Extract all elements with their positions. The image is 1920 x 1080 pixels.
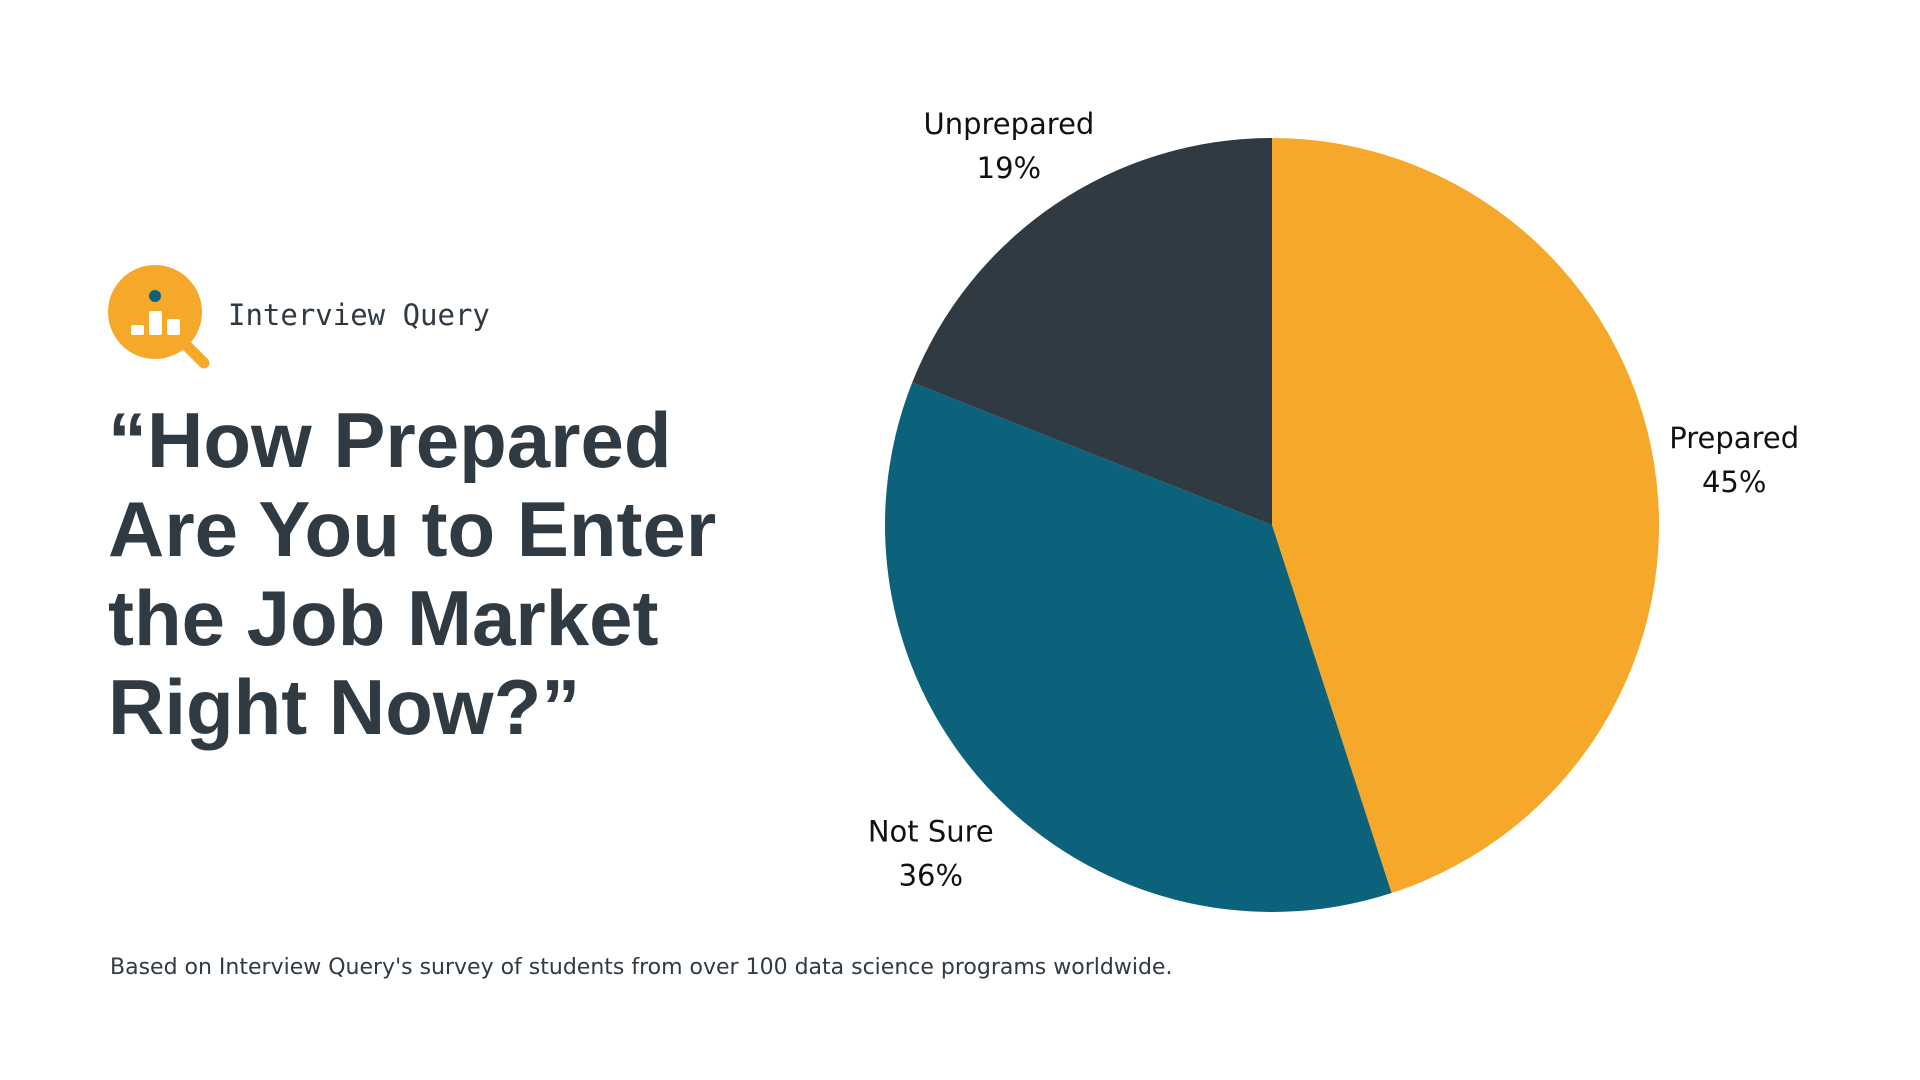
brand-name: Interview Query	[228, 298, 490, 332]
slice-label-unprepared: Unprepared	[923, 107, 1094, 141]
slice-value-unprepared: 19%	[977, 151, 1041, 185]
pie-slice-unprepared	[912, 138, 1272, 525]
title-line: “How Prepared	[108, 396, 672, 484]
brand: Interview Query	[108, 265, 490, 369]
magnifier-chart-icon	[108, 265, 210, 369]
title-line: Right Now?”	[108, 663, 581, 751]
page-title: “How Prepared Are You to Enter the Job M…	[108, 396, 748, 752]
title-line: Are You to Enter	[108, 485, 717, 573]
title-line: the Job Market	[108, 574, 659, 662]
slice-value-prepared: 45%	[1702, 465, 1766, 499]
pie-slice-prepared	[1272, 138, 1660, 894]
slice-label-not-sure: Not Sure	[868, 814, 994, 848]
slice-value-not-sure: 36%	[899, 858, 963, 892]
survey-footnote: Based on Interview Query's survey of stu…	[110, 955, 1173, 980]
pie-slice-not-sure	[885, 382, 1392, 912]
slice-label-prepared: Prepared	[1669, 421, 1799, 455]
